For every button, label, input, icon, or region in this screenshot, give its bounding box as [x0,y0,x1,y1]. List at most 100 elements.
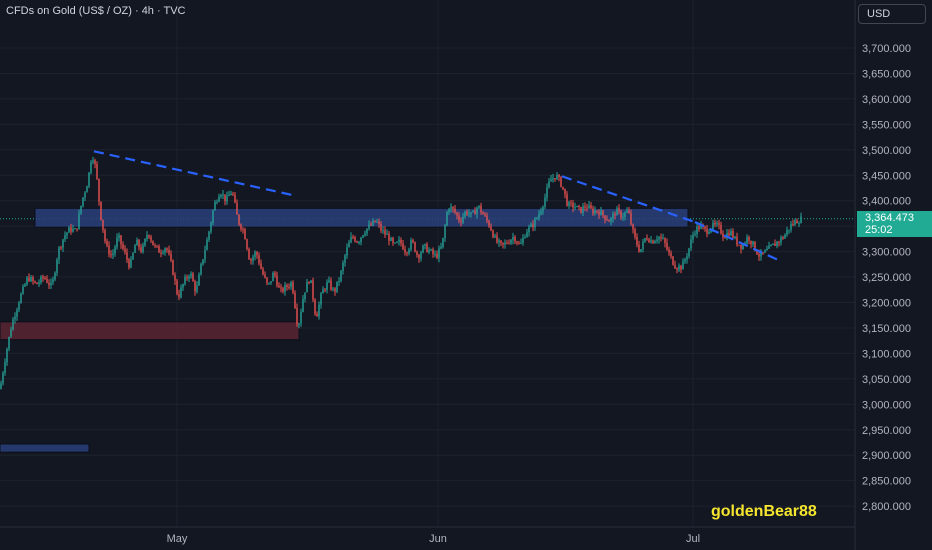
candle-body [232,193,234,195]
candle-body [708,232,710,234]
candle-body [522,237,524,243]
candle-body [604,215,606,220]
candle-body [448,209,450,213]
candle-body [190,273,192,277]
candle-body [90,162,92,173]
candle-body [628,210,630,214]
candle-body [668,249,670,253]
currency-button[interactable]: USD [858,4,926,24]
candle-body [258,255,260,264]
candle-body [470,212,472,214]
candle-body [212,210,214,223]
candle-body [480,205,482,213]
candle-body [330,280,332,290]
candle-body [460,220,462,223]
candle-body [550,179,552,182]
candle-body [794,220,796,225]
zone-resistance [34,207,689,228]
candle-body [278,285,280,288]
candle-body [304,292,306,299]
candle-body [284,285,286,292]
candle-body [520,242,522,244]
candle-body [572,202,574,208]
candle-body [536,217,538,219]
candle-body [350,236,352,243]
candle-body [388,234,390,241]
candle-body [48,282,50,286]
candle-body [500,240,502,243]
candle-body [740,244,742,249]
price-axis[interactable]: 3,700.000 3,650.000 3,600.000 3,550.000 3,50… [0,0,911,550]
candle-body [86,186,88,193]
candle-body [488,220,490,227]
candle-body [10,329,12,338]
candle-body [244,229,246,240]
candle-body [28,277,30,281]
candle-body [648,239,650,243]
candle-body [776,241,778,246]
candle-body [292,282,294,293]
candle-body [200,264,202,275]
candle-body [504,242,506,245]
y-tick-label: 3,450.000 [862,170,911,182]
candle-body [64,235,66,240]
candle-body [208,231,210,240]
candle-body [526,232,528,238]
dashed-trendline [93,150,296,197]
candle-body [384,230,386,235]
candle-body [392,237,394,243]
candle-body [452,206,454,209]
candle-body [36,282,38,285]
y-tick-label: 3,400.000 [862,196,911,208]
candle-body [678,265,680,270]
candle-body [248,249,250,260]
symbol-title[interactable]: CFDs on Gold (US$ / OZ) · 4h · TVC [6,5,186,17]
candle-body [168,249,170,254]
candle-body [762,252,764,254]
candle-body [660,237,662,239]
candle-body [432,249,434,255]
candle-body [760,252,762,257]
candle-body [170,253,172,261]
candle-body [240,224,242,230]
candle-body [568,202,570,206]
candle-body [644,238,646,242]
candle-body [88,172,90,187]
candle-body [772,243,774,245]
candle-body [606,219,608,221]
candle-body [60,247,62,249]
candle-body [54,272,56,280]
candle-body [342,262,344,271]
candle-body [750,240,752,245]
candle-body [262,268,264,275]
candle-body [724,237,726,239]
candle-body [268,282,270,284]
candle-body [92,160,94,163]
candle-body [204,250,206,260]
candle-body [298,323,300,325]
candle-body [510,239,512,244]
candle-body [348,242,350,248]
candle-body [412,240,414,243]
candle-body [508,243,510,245]
candle-body [472,210,474,213]
candle-body [20,293,22,303]
candle-body [770,244,772,246]
candle-body [246,239,248,250]
candle-body [746,237,748,244]
candle-body [630,213,632,225]
author-watermark: goldenBear88 [711,503,817,520]
candle-body [512,237,514,240]
candle-body [320,293,322,305]
candle-body [402,243,404,250]
candle-body [162,252,164,254]
time-axis[interactable]: May Jun Jul [167,533,700,545]
candle-body [574,207,576,209]
candle-body [294,292,296,308]
candle-body [370,224,372,226]
candle-body [758,254,760,257]
candle-body [730,231,732,236]
candle-body [798,223,800,225]
price-zones [0,207,689,453]
